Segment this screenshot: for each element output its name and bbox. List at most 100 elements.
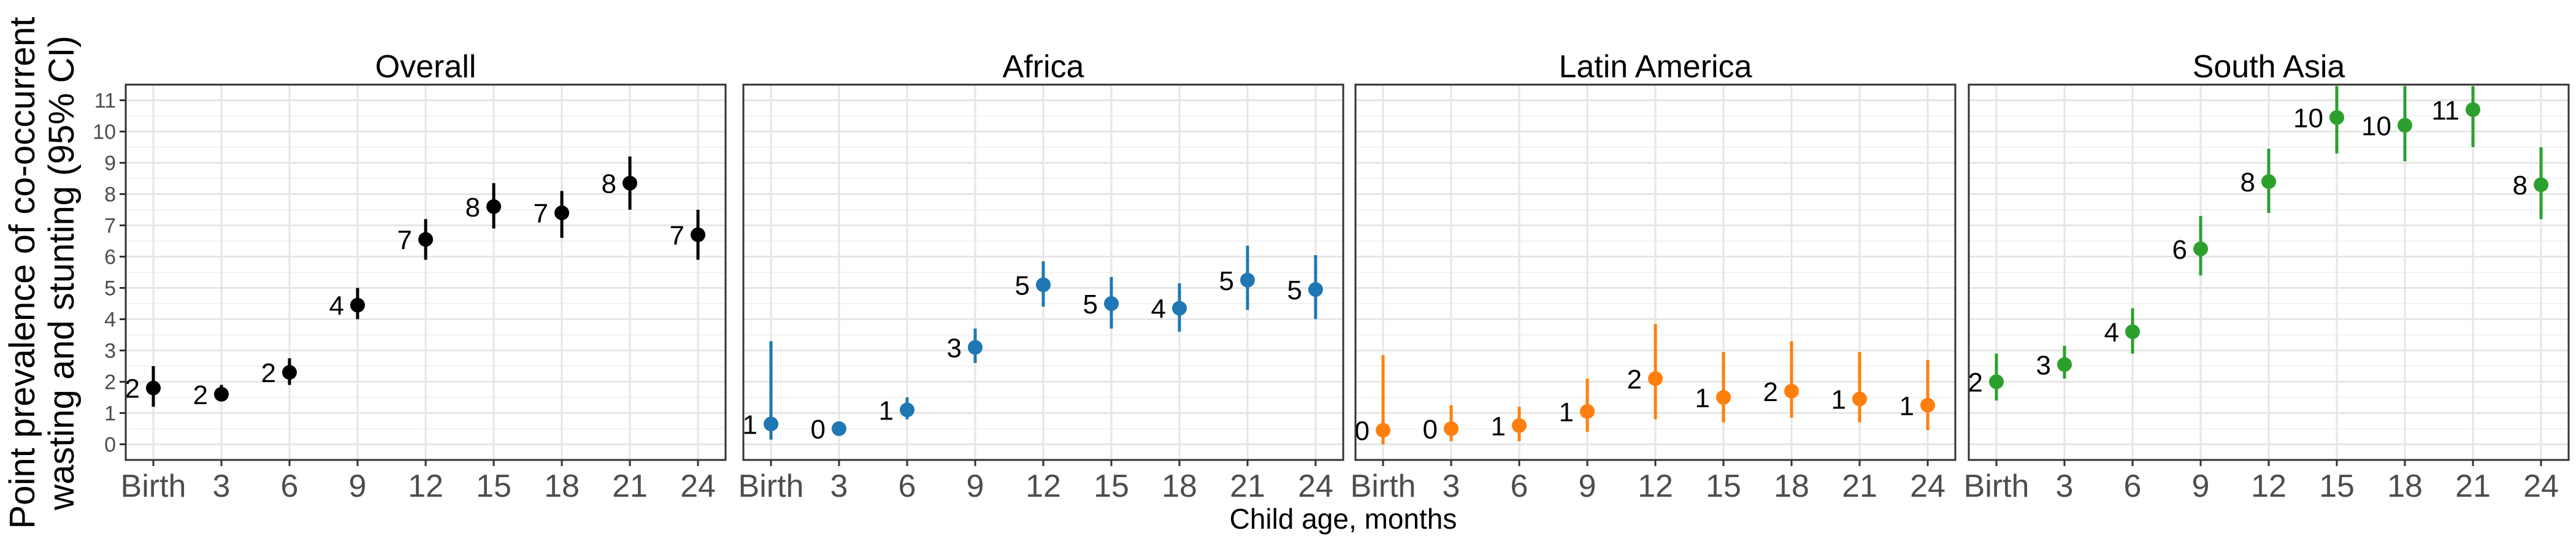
data-point (2466, 102, 2480, 117)
y-tick-label: 0 (104, 434, 116, 457)
x-tick-label: 6 (1511, 469, 1528, 504)
data-point (486, 199, 501, 214)
point-label: 4 (329, 291, 344, 321)
point-label: 4 (2104, 318, 2119, 348)
x-tick-label: Birth (121, 469, 186, 504)
data-point (214, 386, 229, 402)
x-axis-title: Child age, months (1230, 503, 1457, 535)
point-label: 0 (1355, 416, 1370, 446)
x-tick-label: 9 (1579, 469, 1597, 504)
y-tick-label: 7 (104, 215, 116, 238)
point-label: 1 (743, 410, 757, 440)
x-tick-label: 15 (1706, 469, 1741, 504)
x-tick-label: 24 (1298, 469, 1333, 504)
x-tick-label: 21 (2455, 469, 2491, 504)
data-point (282, 365, 297, 380)
point-label: 10 (2361, 111, 2391, 141)
point-label: 2 (193, 380, 208, 410)
y-tick-label: 3 (104, 340, 116, 363)
data-point (2125, 324, 2140, 339)
point-label: 5 (1015, 270, 1030, 300)
y-tick-label: 6 (104, 246, 116, 269)
y-tick-label: 1 (104, 402, 116, 426)
x-tick-label: 3 (830, 469, 848, 504)
data-point (1512, 418, 1527, 433)
point-label: 5 (1219, 266, 1234, 296)
data-point (1989, 374, 2004, 389)
point-label: 6 (2172, 235, 2187, 265)
point-label: 1 (879, 396, 894, 426)
point-label: 3 (2036, 350, 2051, 380)
point-label: 7 (397, 225, 412, 255)
x-tick-label: 21 (1842, 469, 1877, 504)
panel-title: Africa (1003, 49, 1084, 85)
x-tick-label: 3 (213, 469, 231, 504)
data-point (350, 297, 365, 313)
point-label: 2 (1763, 377, 1778, 407)
panel-3: South Asia 2 3 4 6 8 10 10 11 8 Birth 3 6 9 12 15 18 21 24 (1964, 49, 2570, 504)
y-tick-label: 2 (104, 371, 116, 394)
x-tick-label: 12 (408, 469, 443, 504)
point-label: 0 (1423, 415, 1438, 445)
point-label: 10 (2293, 104, 2323, 134)
x-tick-label: 6 (899, 469, 916, 504)
point-label: 8 (2241, 167, 2255, 197)
point-label: 1 (1899, 391, 1914, 421)
point-label: 1 (1695, 383, 1710, 413)
data-point (1648, 371, 1663, 386)
x-tick-label: Birth (1351, 469, 1416, 504)
panel-title: Overall (375, 49, 477, 85)
point-label: 1 (1831, 385, 1846, 415)
point-label: 1 (1559, 397, 1574, 427)
panel-title: South Asia (2193, 49, 2345, 85)
x-tick-label: 6 (2124, 469, 2142, 504)
point-label: 7 (670, 221, 684, 251)
data-point (1852, 391, 1867, 407)
point-label: 8 (2513, 170, 2528, 201)
panel-title: Latin America (1558, 49, 1752, 85)
x-tick-label: 18 (1162, 469, 1197, 504)
point-label: 5 (1287, 275, 1302, 305)
point-label: 2 (1968, 368, 1983, 398)
point-label: 5 (1083, 289, 1098, 320)
data-point (2193, 241, 2208, 256)
data-point (832, 421, 846, 436)
x-tick-label: 18 (544, 469, 580, 504)
x-tick-label: 21 (1230, 469, 1265, 504)
data-point (900, 402, 914, 418)
x-tick-label: 24 (680, 469, 716, 504)
point-label: 2 (1627, 364, 1642, 394)
point-label: 0 (811, 415, 826, 445)
y-tick-label: 9 (104, 152, 116, 175)
point-label: 3 (947, 333, 962, 363)
y-tick-label: 11 (94, 90, 116, 113)
point-label: 11 (2431, 96, 2459, 126)
y-axis-title-line2: wasting and stunting (95% CI) (42, 36, 82, 511)
y-tick-label: 10 (93, 121, 116, 144)
data-point (764, 416, 778, 432)
data-point (691, 227, 705, 242)
x-tick-label: 18 (2387, 469, 2423, 504)
x-tick-label: 24 (2523, 469, 2559, 504)
data-point (623, 175, 637, 191)
data-point (554, 205, 569, 221)
x-tick-label: 6 (281, 469, 299, 504)
data-point (1580, 404, 1595, 419)
x-tick-label: 9 (967, 469, 984, 504)
x-tick-label: 15 (1094, 469, 1129, 504)
data-point (1172, 300, 1187, 316)
x-tick-label: Birth (1964, 469, 2030, 504)
x-tick-label: 9 (2192, 469, 2210, 504)
y-tick-label: 8 (104, 183, 116, 207)
data-point (2534, 177, 2548, 193)
point-label: 8 (466, 193, 480, 223)
data-point (1920, 397, 1935, 413)
data-point (1716, 390, 1731, 405)
data-point (1376, 423, 1390, 438)
data-point (1104, 296, 1119, 311)
x-tick-label: 12 (1025, 469, 1061, 504)
